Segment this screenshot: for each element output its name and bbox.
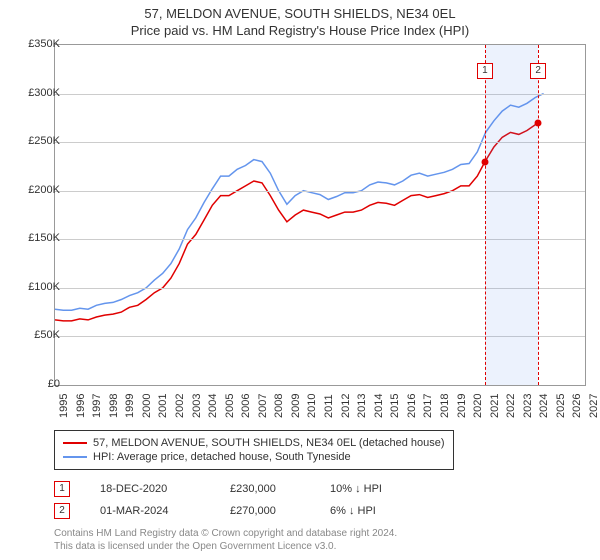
legend-label: HPI: Average price, detached house, Sout… — [93, 451, 351, 463]
y-tick-label: £0 — [15, 378, 60, 390]
x-tick-label: 2003 — [191, 394, 203, 418]
attribution-line: This data is licensed under the Open Gov… — [54, 540, 397, 553]
y-tick-label: £300K — [15, 87, 60, 99]
x-tick-label: 2024 — [538, 394, 550, 418]
x-tick-label: 1998 — [108, 394, 120, 418]
x-tick-label: 1995 — [58, 394, 70, 418]
annotation-pct: 10% ↓ HPI — [330, 483, 430, 495]
annotation-marker: 1 — [54, 481, 70, 497]
legend-item: 57, MELDON AVENUE, SOUTH SHIELDS, NE34 0… — [63, 436, 445, 450]
x-tick-label: 2009 — [290, 394, 302, 418]
marker-box: 1 — [477, 63, 493, 79]
annotation-price: £270,000 — [230, 505, 300, 517]
annotation-row: 2 01-MAR-2024 £270,000 6% ↓ HPI — [54, 500, 430, 522]
attribution-line: Contains HM Land Registry data © Crown c… — [54, 527, 397, 540]
marker-box: 2 — [530, 63, 546, 79]
marker-dot — [481, 158, 488, 165]
x-tick-label: 2022 — [505, 394, 517, 418]
x-tick-label: 2004 — [207, 394, 219, 418]
x-tick-label: 2018 — [439, 394, 451, 418]
legend-swatch — [63, 442, 87, 444]
x-tick-label: 2012 — [340, 394, 352, 418]
x-tick-label: 2017 — [422, 394, 434, 418]
x-tick-label: 2000 — [141, 394, 153, 418]
x-tick-label: 2025 — [555, 394, 567, 418]
y-tick-label: £150K — [15, 232, 60, 244]
x-tick-label: 2013 — [356, 394, 368, 418]
chart-title-address: 57, MELDON AVENUE, SOUTH SHIELDS, NE34 0… — [0, 0, 600, 21]
x-tick-label: 1997 — [91, 394, 103, 418]
y-tick-label: £350K — [15, 38, 60, 50]
annotation-table: 1 18-DEC-2020 £230,000 10% ↓ HPI 2 01-MA… — [54, 478, 430, 522]
x-tick-label: 2006 — [240, 394, 252, 418]
annotation-date: 18-DEC-2020 — [100, 483, 200, 495]
x-tick-label: 2016 — [406, 394, 418, 418]
marker-dot — [535, 119, 542, 126]
x-tick-label: 2027 — [588, 394, 600, 418]
x-tick-label: 2011 — [323, 394, 335, 418]
x-tick-label: 2005 — [224, 394, 236, 418]
series-line-price_paid — [55, 123, 538, 321]
x-tick-label: 1999 — [124, 394, 136, 418]
plot-area: 12 — [54, 44, 586, 386]
x-tick-label: 2023 — [522, 394, 534, 418]
attribution-text: Contains HM Land Registry data © Crown c… — [54, 527, 397, 553]
x-tick-label: 1996 — [75, 394, 87, 418]
chart-title-subtitle: Price paid vs. HM Land Registry's House … — [0, 21, 600, 38]
y-tick-label: £50K — [15, 329, 60, 341]
annotation-pct: 6% ↓ HPI — [330, 505, 430, 517]
x-tick-label: 2001 — [157, 394, 169, 418]
annotation-date: 01-MAR-2024 — [100, 505, 200, 517]
y-tick-label: £250K — [15, 135, 60, 147]
annotation-price: £230,000 — [230, 483, 300, 495]
y-tick-label: £200K — [15, 184, 60, 196]
legend-label: 57, MELDON AVENUE, SOUTH SHIELDS, NE34 0… — [93, 437, 445, 449]
x-tick-label: 2014 — [373, 394, 385, 418]
marker-vline — [538, 45, 539, 385]
x-tick-label: 2020 — [472, 394, 484, 418]
chart-container: 57, MELDON AVENUE, SOUTH SHIELDS, NE34 0… — [0, 0, 600, 560]
y-tick-label: £100K — [15, 281, 60, 293]
x-tick-label: 2026 — [571, 394, 583, 418]
legend-box: 57, MELDON AVENUE, SOUTH SHIELDS, NE34 0… — [54, 430, 454, 470]
x-tick-label: 2015 — [389, 394, 401, 418]
marker-vline — [485, 45, 486, 385]
series-line-hpi — [55, 94, 544, 311]
legend-swatch — [63, 456, 87, 458]
x-tick-label: 2008 — [273, 394, 285, 418]
shaded-region — [485, 45, 538, 385]
annotation-marker: 2 — [54, 503, 70, 519]
x-tick-label: 2021 — [489, 394, 501, 418]
x-tick-label: 2010 — [306, 394, 318, 418]
x-tick-label: 2002 — [174, 394, 186, 418]
x-tick-label: 2007 — [257, 394, 269, 418]
legend-item: HPI: Average price, detached house, Sout… — [63, 450, 445, 464]
x-tick-label: 2019 — [456, 394, 468, 418]
annotation-row: 1 18-DEC-2020 £230,000 10% ↓ HPI — [54, 478, 430, 500]
